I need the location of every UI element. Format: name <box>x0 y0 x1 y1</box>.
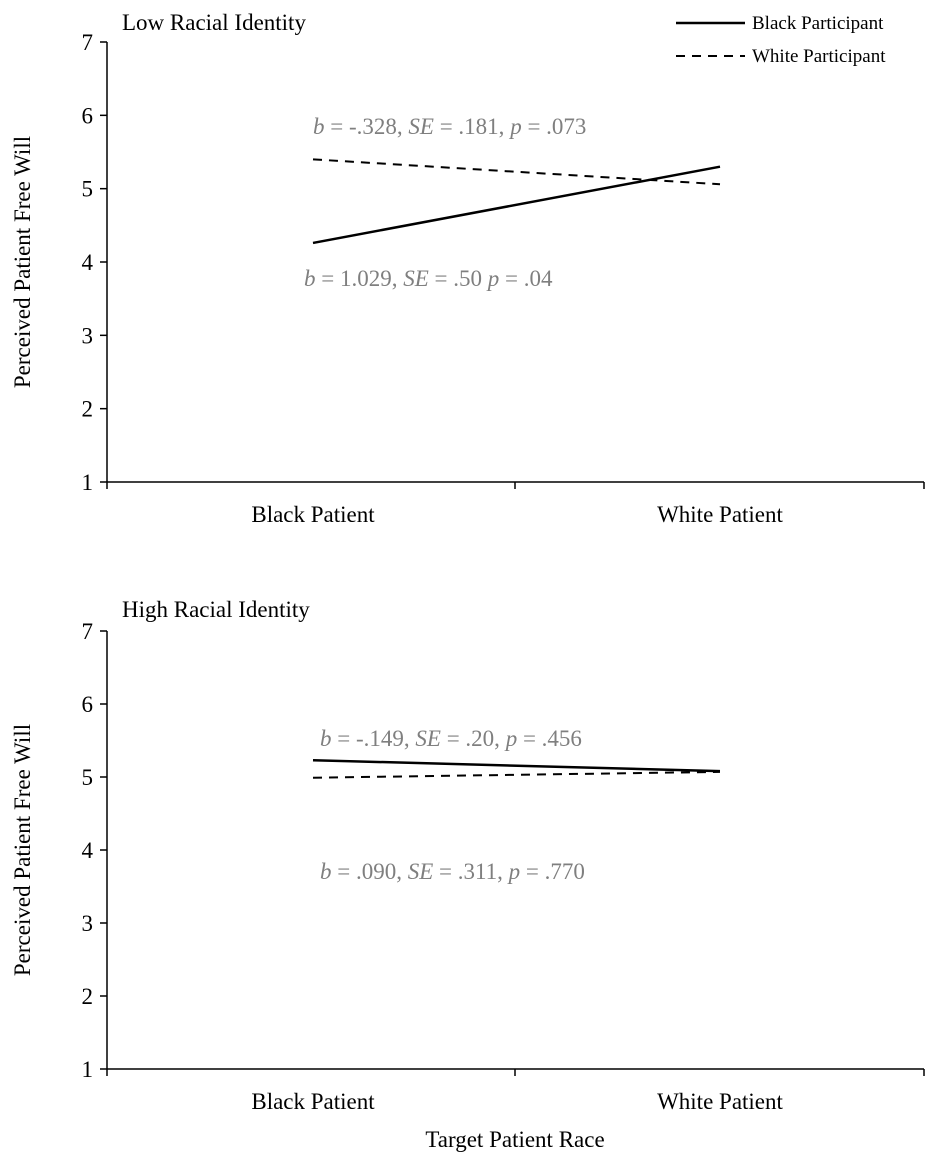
y-tick-label: 7 <box>82 619 94 644</box>
y-tick-label: 2 <box>82 397 94 422</box>
y-ticks: 1 2 3 4 5 6 7 <box>82 619 107 1082</box>
annotation-symbol: p <box>508 114 522 139</box>
annotation-symbol: p <box>504 726 518 751</box>
series-line-white-participant <box>312 158 721 186</box>
y-tick-label: 5 <box>82 765 94 790</box>
annotation-white-participant: b = .090, SE = .311, p = .770 <box>320 859 585 884</box>
annotation-symbol: p <box>486 266 500 291</box>
y-tick-label: 3 <box>82 911 94 936</box>
x-axis-title: Target Patient Race <box>425 1127 604 1152</box>
y-axis-title: Perceived Patient Free Will <box>10 724 35 976</box>
annotation-symbol: SE <box>408 114 434 139</box>
annotation-symbol: SE <box>408 859 434 884</box>
series-line-black-participant <box>312 165 721 245</box>
annotation-black-participant: b = 1.029, SE = .50 p = .04 <box>304 266 553 291</box>
y-tick-label: 2 <box>82 984 94 1009</box>
annotation-text: = .181, <box>434 114 510 139</box>
y-tick-label: 7 <box>82 30 94 55</box>
annotation-symbol: SE <box>403 266 429 291</box>
x-tick-label: White Patient <box>657 1089 783 1114</box>
annotation-text: = .04 <box>499 266 553 291</box>
annotation-symbol: b <box>320 859 332 884</box>
y-tick-label: 1 <box>82 470 94 495</box>
panel-title: Low Racial Identity <box>122 10 306 35</box>
y-axis-title: Perceived Patient Free Will <box>10 136 35 388</box>
annotation-white-participant: b = -.328, SE = .181, p = .073 <box>313 114 586 139</box>
y-tick-label: 3 <box>82 323 94 348</box>
annotation-text: = .090, <box>332 859 408 884</box>
annotation-text: = -.328, <box>325 114 409 139</box>
annotation-text: = 1.029, <box>316 266 404 291</box>
annotation-text: = .770 <box>520 859 585 884</box>
series-group <box>312 758 721 779</box>
legend-label-black-participant: Black Participant <box>752 13 884 34</box>
annotation-text: = .311, <box>433 859 508 884</box>
annotation-symbol: b <box>320 726 332 751</box>
y-tick-label: 6 <box>82 103 94 128</box>
annotation-symbol: b <box>304 266 316 291</box>
x-tick-label: Black Patient <box>251 1089 375 1114</box>
series-line-white-participant <box>312 770 721 779</box>
annotation-symbol: p <box>507 859 521 884</box>
y-ticks: 1 2 3 4 5 6 7 <box>82 30 107 495</box>
annotation-text: = -.149, <box>332 726 416 751</box>
annotation-text: = .50 <box>429 266 488 291</box>
annotation-black-participant: b = -.149, SE = .20, p = .456 <box>320 726 582 751</box>
x-tick-label: White Patient <box>657 502 783 527</box>
annotation-symbol: SE <box>415 726 441 751</box>
legend: Black Participant White Participant <box>676 13 886 67</box>
y-tick-label: 4 <box>82 838 94 863</box>
x-ticks: Black Patient White Patient <box>106 482 925 527</box>
x-tick-label: Black Patient <box>251 502 375 527</box>
annotation-text: = .073 <box>522 114 587 139</box>
legend-label-white-participant: White Participant <box>752 46 886 67</box>
y-tick-label: 1 <box>82 1057 94 1082</box>
series-group <box>312 158 721 245</box>
panel-title: High Racial Identity <box>122 597 310 622</box>
y-tick-label: 4 <box>82 250 94 275</box>
y-tick-label: 5 <box>82 177 94 202</box>
series-line-black-participant <box>312 758 721 773</box>
annotation-text: = .20, <box>441 726 506 751</box>
annotation-symbol: b <box>313 114 325 139</box>
chart-panel-high-racial-identity: High Racial Identity Perceived Patient F… <box>10 597 925 1152</box>
chart-panel-low-racial-identity: Low Racial Identity Perceived Patient Fr… <box>10 10 925 527</box>
annotation-text: = .456 <box>517 726 582 751</box>
y-tick-label: 6 <box>82 692 94 717</box>
x-ticks: Black Patient White Patient <box>106 1069 925 1114</box>
